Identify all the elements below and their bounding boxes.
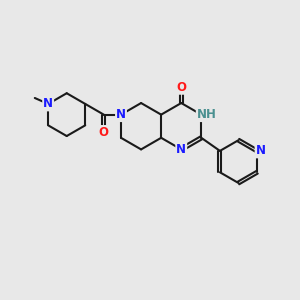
- Text: N: N: [43, 98, 53, 110]
- Text: O: O: [99, 126, 109, 139]
- Text: N: N: [256, 144, 266, 158]
- Text: NH: NH: [197, 108, 217, 121]
- Text: O: O: [176, 81, 186, 94]
- Text: N: N: [176, 143, 186, 156]
- Text: N: N: [116, 108, 126, 121]
